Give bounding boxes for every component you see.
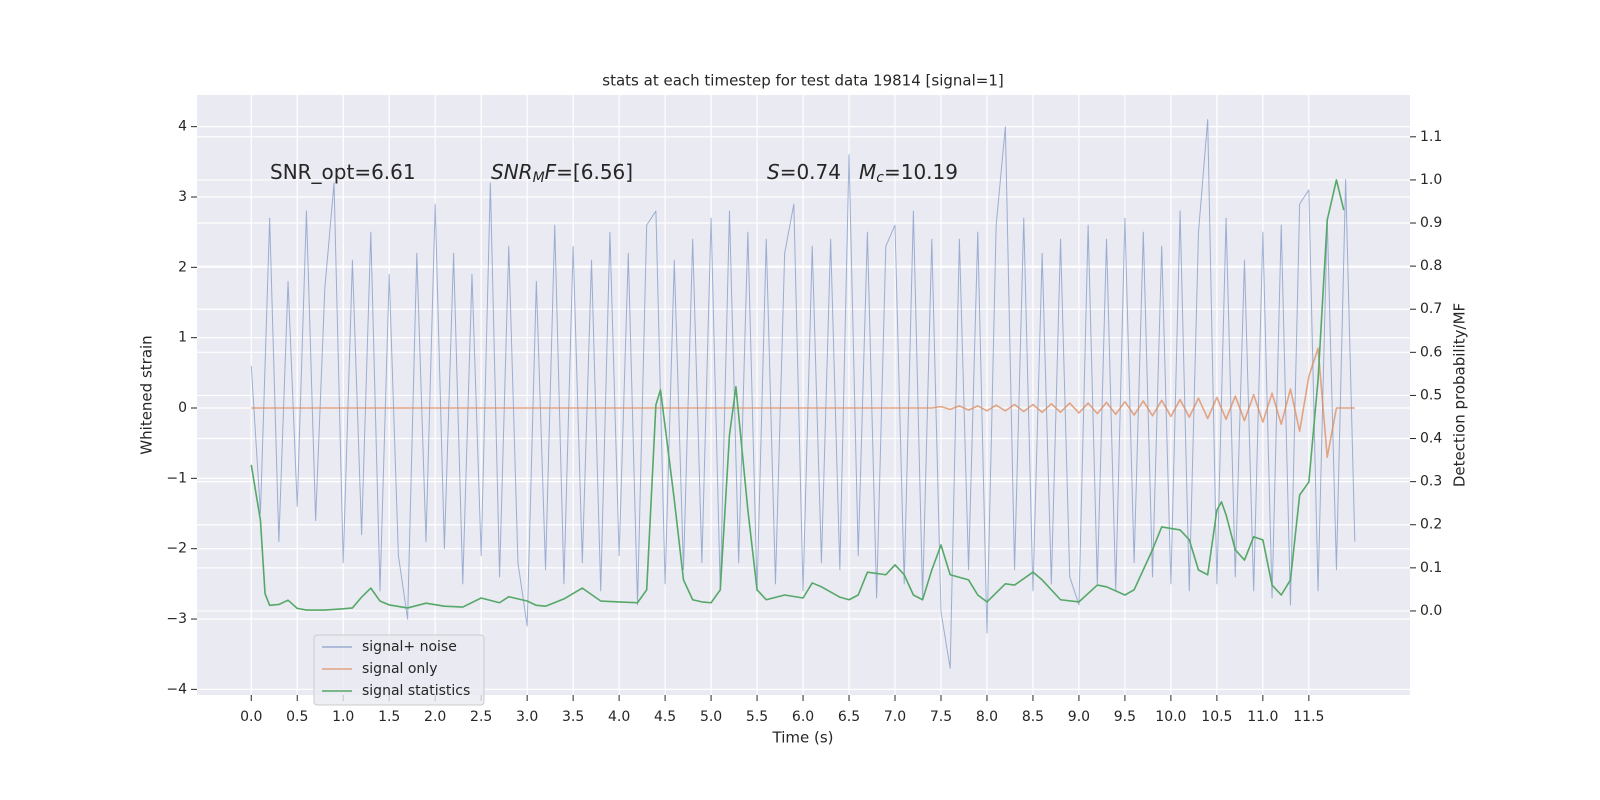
annotation-part: =0.74	[780, 160, 841, 184]
annotation: SNRMF=[6.56]	[491, 160, 633, 187]
series-line	[251, 347, 1355, 459]
y2-tick-label: 1.0	[1420, 172, 1442, 188]
x-tick-label: 10.5	[1201, 709, 1232, 725]
x-tick-label: 8.0	[976, 709, 998, 725]
x-tick-label: 7.0	[884, 709, 906, 725]
x-tick-label: 9.0	[1068, 709, 1090, 725]
x-tick-label: 3.5	[562, 709, 584, 725]
annotation-part: =[6.56]	[556, 160, 633, 184]
legend-label: signal only	[362, 661, 437, 677]
series-line	[250, 179, 1345, 611]
annotation-part: c	[876, 170, 884, 186]
y2-tick-label: 0.4	[1420, 431, 1442, 447]
annotation-part: S	[767, 160, 780, 184]
x-axis-label: Time (s)	[772, 729, 834, 747]
x-tick-label: 0.5	[286, 709, 308, 725]
y2-tick-label: 1.1	[1420, 129, 1442, 145]
y-tick-label: −1	[166, 470, 187, 486]
annotation: S=0.74	[767, 160, 841, 184]
legend-label: signal+ noise	[362, 639, 457, 655]
y2-tick-label: 0.2	[1420, 517, 1442, 533]
x-tick-label: 8.5	[1022, 709, 1044, 725]
y2-tick-label: 0.6	[1420, 344, 1442, 360]
annotation-part: F	[545, 160, 557, 184]
y2-tick-label: 0.7	[1420, 301, 1442, 317]
x-tick-label: 0.0	[240, 709, 262, 725]
x-tick-label: 9.5	[1114, 709, 1136, 725]
y-tick-label: 2	[178, 259, 187, 275]
y-axis-label: Whitened strain	[138, 335, 156, 454]
x-tick-label: 4.0	[608, 709, 630, 725]
x-tick-label: 2.5	[470, 709, 492, 725]
y-tick-label: −3	[166, 611, 187, 627]
y2-axis-label: Detection probability/MF	[1451, 303, 1469, 487]
x-tick-label: 1.5	[378, 709, 400, 725]
series-line	[250, 119, 1356, 669]
y2-tick-label: 0.3	[1420, 474, 1442, 490]
y2-tick-label: 0.0	[1420, 603, 1442, 619]
legend-box	[313, 634, 485, 706]
x-tick-label: 5.5	[746, 709, 768, 725]
y-tick-label: 3	[178, 189, 187, 205]
x-tick-label: 11.5	[1293, 709, 1324, 725]
x-tick-label: 2.0	[424, 709, 446, 725]
x-tick-label: 10.0	[1155, 709, 1186, 725]
y-tick-label: 1	[178, 330, 187, 346]
x-tick-label: 11.0	[1247, 709, 1278, 725]
y2-tick-label: 0.1	[1420, 560, 1442, 576]
chart-title: stats at each timestep for test data 198…	[602, 72, 1003, 90]
y2-tick-label: 0.5	[1420, 387, 1442, 403]
annotation-part: =10.19	[884, 160, 958, 184]
annotation-part: M	[859, 160, 876, 184]
annotation-part: SNR	[491, 160, 533, 184]
annotation-part: SNR_opt=6.61	[270, 160, 416, 184]
x-tick-label: 4.5	[654, 709, 676, 725]
x-tick-label: 3.0	[516, 709, 538, 725]
x-tick-label: 7.5	[930, 709, 952, 725]
annotation: Mc=10.19	[859, 160, 958, 187]
y-tick-label: −2	[166, 541, 187, 557]
y-tick-label: 0	[178, 400, 187, 416]
y-tick-label: 4	[178, 119, 187, 135]
legend-label: signal statistics	[362, 683, 470, 699]
x-tick-label: 6.0	[792, 709, 814, 725]
y2-tick-label: 0.9	[1420, 215, 1442, 231]
y-tick-label: −4	[166, 681, 187, 697]
x-tick-label: 6.5	[838, 709, 860, 725]
annotation: SNR_opt=6.61	[270, 160, 416, 184]
x-tick-label: 1.0	[332, 709, 354, 725]
x-tick-label: 5.0	[700, 709, 722, 725]
annotation-part: M	[533, 170, 545, 186]
y2-tick-label: 0.8	[1420, 258, 1442, 274]
